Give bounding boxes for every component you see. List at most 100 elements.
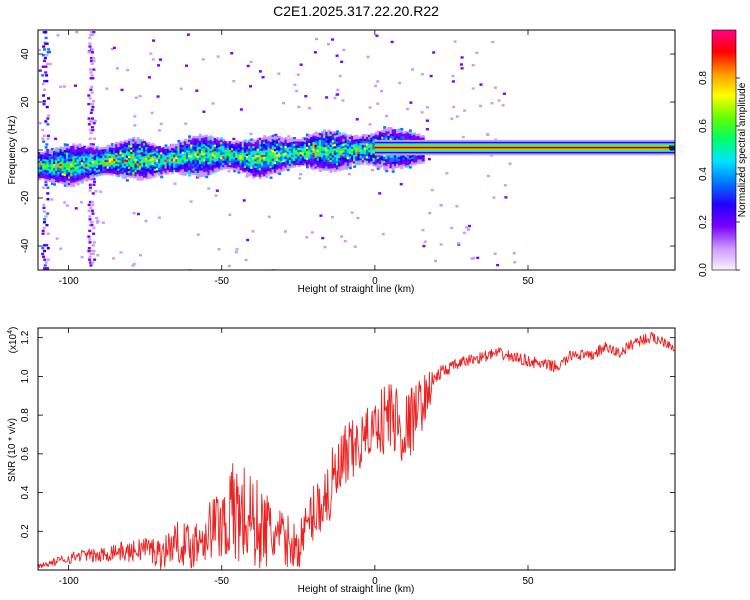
heatmap-cell xyxy=(181,142,185,146)
heatmap-cell xyxy=(350,148,354,152)
heatmap-cell xyxy=(408,129,412,132)
heatmap-cell xyxy=(44,161,48,164)
heatmap-cell xyxy=(113,158,117,162)
heatmap-cell xyxy=(40,156,44,159)
heatmap-cell xyxy=(389,129,393,132)
heatmap-cell xyxy=(108,153,112,156)
heatmap-cell xyxy=(463,109,467,112)
heatmap-cell xyxy=(115,157,119,160)
heatmap-cell xyxy=(68,150,72,153)
heatmap-cell xyxy=(380,89,384,93)
heatmap-cell xyxy=(368,139,372,142)
heatmap-cell xyxy=(147,159,151,162)
heatmap-cell xyxy=(130,147,134,150)
heatmap-cell xyxy=(155,154,159,158)
heatmap-cell xyxy=(365,149,369,153)
heatmap-cell xyxy=(389,137,393,141)
heatmap-cell xyxy=(338,131,342,135)
heatmap-cell xyxy=(263,150,267,153)
heatmap-cell xyxy=(391,155,395,158)
heatmap-cell xyxy=(368,147,372,151)
heatmap-cell xyxy=(404,137,408,140)
heatmap-cell xyxy=(211,158,215,161)
heatmap-cell xyxy=(155,152,159,156)
heatmap-cell xyxy=(303,137,307,140)
heatmap-cell xyxy=(222,145,226,148)
heatmap-cell xyxy=(63,147,67,151)
heatmap-cell xyxy=(303,163,307,166)
heatmap-cell xyxy=(425,119,429,122)
heatmap-cell xyxy=(310,147,314,151)
heatmap-cell xyxy=(207,151,211,154)
heatmap-cell xyxy=(250,162,254,165)
heatmap-cell xyxy=(80,153,84,156)
heatmap-cell xyxy=(155,163,159,167)
heatmap-cell xyxy=(73,84,77,87)
heatmap-cell xyxy=(59,165,63,169)
heatmap-cell xyxy=(406,136,410,140)
heatmap-cell xyxy=(138,143,142,147)
heatmap-cell xyxy=(357,145,361,148)
heatmap-cell xyxy=(265,167,269,170)
heatmap-cell xyxy=(331,150,335,154)
spectrogram-heatmap xyxy=(38,30,675,270)
heatmap-cell xyxy=(45,54,49,57)
heatmap-cell xyxy=(226,140,230,144)
heatmap-cell xyxy=(408,155,412,158)
heatmap-cell xyxy=(213,150,217,154)
heatmap-cell xyxy=(323,163,327,167)
heatmap-cell xyxy=(318,148,322,151)
heatmap-cell xyxy=(282,157,286,160)
heatmap-cell xyxy=(267,140,271,143)
heatmap-cell xyxy=(72,171,76,174)
heatmap-cell xyxy=(89,111,93,114)
heatmap-cell xyxy=(305,166,309,169)
heatmap-cell xyxy=(245,175,249,178)
heatmap-cell xyxy=(140,143,144,146)
heatmap-cell xyxy=(398,134,402,138)
heatmap-cell xyxy=(88,68,92,71)
heatmap-cell xyxy=(90,62,94,66)
heatmap-cell xyxy=(181,144,185,148)
heatmap-cell xyxy=(254,141,258,145)
heatmap-cell xyxy=(486,132,490,136)
heatmap-cell xyxy=(280,139,284,142)
heatmap-cell xyxy=(323,133,327,137)
heatmap-cell xyxy=(89,71,93,74)
heatmap-cell xyxy=(389,161,393,165)
heatmap-cell xyxy=(297,141,301,144)
heatmap-cell xyxy=(200,159,204,162)
heatmap-cell xyxy=(245,160,249,163)
heatmap-cell xyxy=(132,141,136,144)
heatmap-cell xyxy=(323,155,327,158)
heatmap-cell xyxy=(421,228,425,232)
heatmap-cell xyxy=(299,147,303,151)
heatmap-cell xyxy=(194,159,198,163)
heatmap-cell xyxy=(409,101,413,104)
heatmap-cell xyxy=(207,172,211,176)
heatmap-cell xyxy=(88,241,92,244)
heatmap-cell xyxy=(263,135,267,138)
heatmap-cell xyxy=(258,172,262,175)
heatmap-cell xyxy=(220,139,224,142)
heatmap-cell xyxy=(330,216,334,219)
heatmap-cell xyxy=(357,155,361,159)
heatmap-cell xyxy=(396,157,400,160)
heatmap-cell xyxy=(318,143,322,147)
heatmap-cell xyxy=(177,150,181,154)
heatmap-cell xyxy=(381,136,384,139)
heatmap-cell xyxy=(200,152,204,156)
heatmap-cell xyxy=(378,192,382,195)
heatmap-cell xyxy=(271,171,275,174)
heatmap-cell xyxy=(263,173,267,177)
heatmap-cell xyxy=(372,142,376,145)
heatmap-cell xyxy=(119,151,123,155)
heatmap-cell xyxy=(164,146,168,149)
heatmap-cell xyxy=(265,138,269,142)
heatmap-cell xyxy=(492,196,496,199)
heatmap-cell xyxy=(323,129,327,132)
heatmap-cell xyxy=(117,142,121,145)
heatmap-cell xyxy=(123,176,127,179)
heatmap-cell xyxy=(104,159,108,163)
heatmap-cell xyxy=(278,172,282,175)
